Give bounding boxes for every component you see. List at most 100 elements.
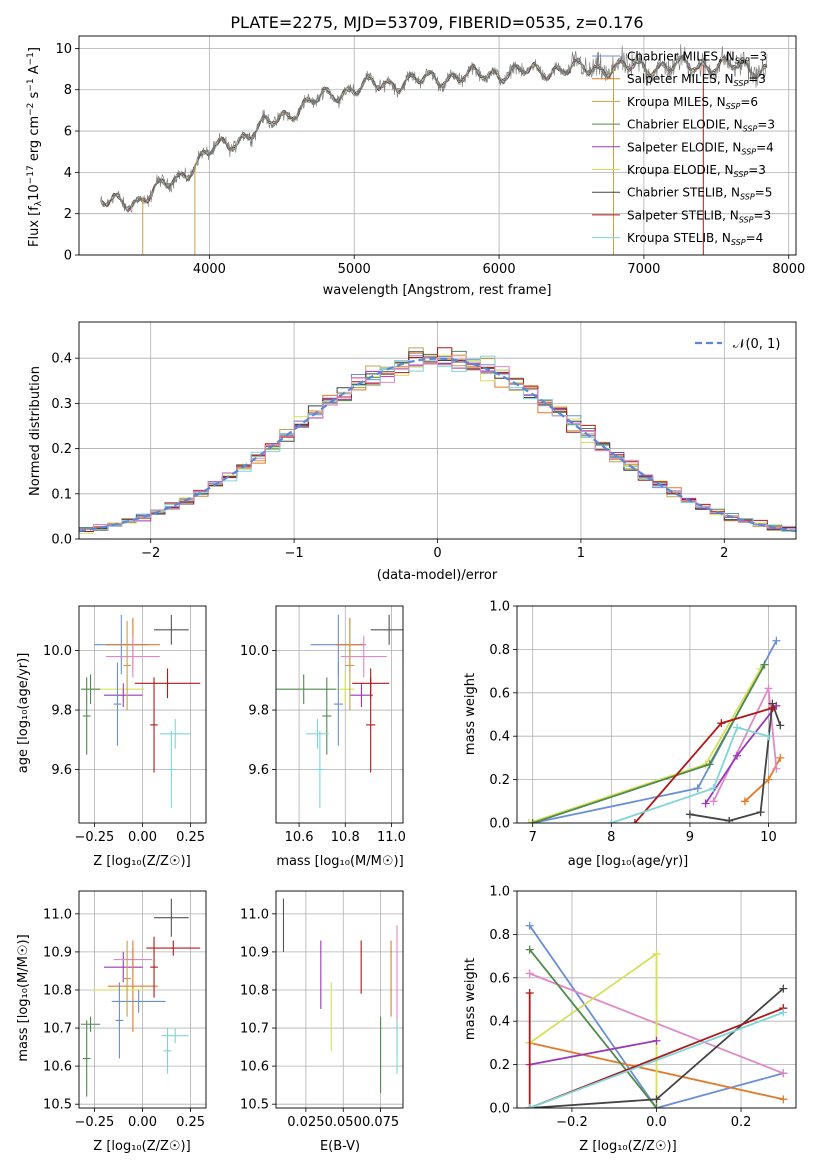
spectrum-xlabel: wavelength [Angstrom, rest frame] (323, 283, 552, 298)
mass-weight-marker (652, 949, 661, 958)
mass-weight-vs-age-ylabel: mass weight (463, 673, 478, 755)
y-tick-label: 9.6 (248, 763, 269, 778)
x-tick-label: 0.0 (646, 1115, 667, 1130)
mass-weight-line (611, 726, 769, 823)
mass-weight-marker (528, 819, 537, 823)
mass-weight-marker (652, 1104, 661, 1108)
mass-vs-z-panel: −0.25 0.00 0.25 10.5 10.6 10.7 10.8 10.9 11.0 (43, 890, 207, 1130)
y-tick-label: 6 (64, 125, 72, 140)
mass-weight-marker (772, 636, 781, 645)
y-tick-label: 10.9 (43, 945, 72, 960)
mass-weight-vs-z-xlabel: Z [log₁₀(Z/Z☉)] (579, 1139, 676, 1154)
y-tick-label: 10.7 (240, 1022, 269, 1037)
spectrum-panel: 4000 5000 6000 7000 8000 0 2 4 6 8 10 Chabrier MILE… (55, 35, 805, 277)
legend-entry: Kroupa STELIB, NSSP=4 (627, 231, 763, 247)
y-tick-label: 10.5 (240, 1098, 269, 1113)
mass-weight-marker (717, 719, 726, 728)
y-tick-label: 0 (64, 249, 72, 264)
mass-weight-vs-age-xlabel: age [log₁₀(age/yr)] (568, 854, 689, 869)
spectrum-legend: Chabrier MILES, NSSP=3 Salpeter MILES, NS… (592, 50, 775, 247)
mass-weight-marker (779, 1069, 788, 1078)
mass-weight-marker (740, 797, 749, 806)
y-tick-label: 11.0 (43, 907, 72, 922)
mass-weight-marker (525, 969, 534, 978)
mass-weight-marker (733, 751, 742, 760)
age-vs-mass-xlabel: mass [log₁₀(M/M☉)] (276, 854, 403, 869)
mass-weight-marker (607, 819, 616, 823)
mass-weight-line (528, 993, 784, 1108)
y-tick-label: 10.6 (240, 1060, 269, 1075)
y-tick-label: 0.0 (489, 1102, 510, 1117)
x-tick-label: 0.00 (128, 1115, 157, 1130)
residuals-panel: −2 −1 0 1 2 0.0 0.1 0.2 0.3 0.4 𝒩(0, 1) (51, 321, 797, 561)
y-tick-label: 10.0 (240, 644, 269, 659)
x-tick-label: −1 (285, 546, 304, 561)
mass-weight-marker (764, 775, 773, 784)
x-tick-label: 10.6 (285, 830, 314, 845)
y-tick-label: 0.0 (489, 817, 510, 832)
mass-weight-marker (701, 799, 710, 808)
figure-title: PLATE=2275, MJD=53709, FIBERID=0535, z=0… (230, 13, 643, 32)
mass-weight-marker (768, 703, 777, 712)
mass-weight-line (529, 1039, 657, 1066)
y-tick-label: 10.6 (43, 1060, 72, 1075)
mass-weight-marker (630, 819, 639, 823)
mass-weight-marker (685, 810, 694, 819)
plot-area (100, 44, 768, 255)
y-tick-label: 0.2 (489, 773, 510, 788)
x-tick-label: 0.025 (287, 1115, 324, 1130)
mass-weight-marker (733, 723, 742, 732)
y-tick-label: 8 (64, 83, 72, 98)
y-tick-label: 0.2 (489, 1058, 510, 1073)
x-tick-label: 5000 (338, 262, 371, 277)
x-tick-label: 8000 (772, 262, 805, 277)
mass-weight-marker (776, 753, 785, 762)
mass-weight-marker (525, 945, 534, 954)
x-tick-label: 11.0 (377, 830, 406, 845)
mass-weight-line (528, 949, 658, 1108)
mass-weight-vs-z-panel: −0.2 0.0 0.2 0.0 0.2 0.4 0.6 0.8 1.0 (489, 885, 797, 1130)
mass-weight-vs-z-ylabel: mass weight (463, 958, 478, 1040)
plot-area (276, 614, 403, 809)
x-tick-label: 10 (760, 830, 777, 845)
plot-area (282, 898, 398, 1093)
x-tick-label: 10.8 (331, 830, 360, 845)
y-tick-label: 0.4 (489, 730, 510, 745)
age-vs-z-panel: −0.25 0.00 0.25 9.6 9.8 10.0 (43, 605, 207, 845)
plot-area (79, 347, 796, 534)
y-tick-label: 0.8 (489, 643, 510, 658)
y-tick-label: 10 (55, 42, 72, 57)
mass-weight-marker (525, 988, 534, 997)
x-tick-label: 9 (686, 830, 694, 845)
y-tick-label: 0.1 (51, 487, 72, 502)
y-tick-label: 0.2 (51, 442, 72, 457)
mass-vs-ebv-xlabel: E(B-V) (320, 1139, 360, 1154)
x-tick-label: 8 (607, 830, 615, 845)
axes-frame (275, 605, 404, 824)
y-tick-label: 0.8 (489, 928, 510, 943)
mass-weight-marker (693, 784, 702, 793)
age-vs-z-xlabel: Z [log₁₀(Z/Z☉)] (93, 854, 190, 869)
mass-weight-marker (525, 921, 534, 930)
x-tick-label: 0.25 (176, 830, 205, 845)
plot-area (80, 614, 201, 809)
y-tick-label: 0.0 (51, 533, 72, 548)
x-tick-label: −0.2 (556, 1115, 588, 1130)
x-tick-label: 0.00 (128, 830, 157, 845)
residuals-ylabel: Normed distribution (28, 366, 43, 496)
y-tick-label: 0.6 (489, 686, 510, 701)
legend-entry: Chabrier MILES, NSSP=3 (627, 50, 767, 66)
y-tick-label: 9.6 (51, 763, 72, 778)
axes-frame (78, 890, 207, 1109)
mass-weight-marker (764, 732, 773, 741)
y-tick-label: 0.4 (489, 1015, 510, 1030)
x-tick-label: 4000 (193, 262, 226, 277)
residuals-xlabel: (data-model)/error (377, 568, 498, 583)
mass-weight-marker (524, 819, 533, 823)
mass-weight-marker (705, 760, 714, 769)
mass-weight-marker (525, 1104, 534, 1108)
x-tick-label: 0.25 (176, 1115, 205, 1130)
y-tick-label: 10.9 (240, 945, 269, 960)
mass-weight-marker (709, 784, 718, 793)
age-vs-mass-panel: 10.6 10.8 11.0 9.6 9.8 10.0 (240, 605, 406, 845)
